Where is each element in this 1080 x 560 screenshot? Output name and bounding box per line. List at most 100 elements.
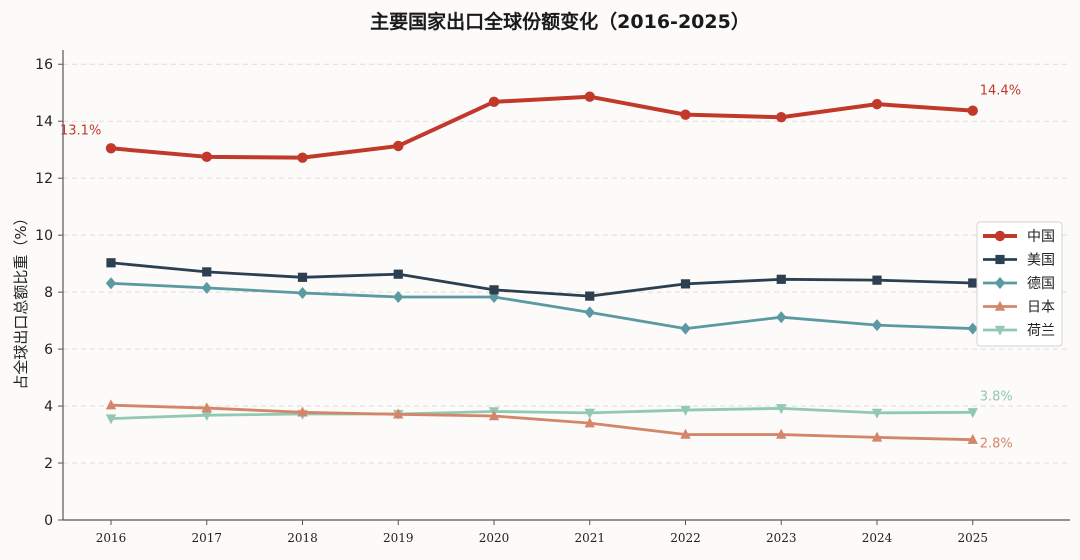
series-1: [106, 258, 978, 301]
legend-swatch-marker: [994, 230, 1006, 242]
data-point: [967, 105, 978, 116]
data-point: [201, 410, 212, 421]
series-line: [109, 406, 975, 420]
series-4: [105, 404, 978, 425]
legend-item: 美国: [983, 253, 1055, 269]
x-tick-label: 2025: [957, 531, 988, 545]
data-point: [871, 431, 883, 442]
data-point: [393, 269, 403, 279]
legend-swatch-marker: [995, 254, 1005, 265]
series-line: [109, 281, 975, 330]
data-point: [201, 281, 212, 294]
x-tick-label: 2023: [766, 531, 797, 545]
x-tick-label: 2019: [383, 531, 414, 545]
data-point: [105, 143, 117, 154]
series-line: [109, 94, 975, 160]
data-point: [680, 279, 691, 289]
grid-layer: [63, 63, 1070, 464]
data-point: [776, 112, 787, 123]
series-line: [109, 403, 975, 442]
legend-item: 日本: [983, 300, 1055, 316]
y-tick-label: 14: [35, 114, 53, 130]
legend-label: 日本: [1027, 300, 1055, 316]
chart-title: 主要国家出口全球份额变化（2016-2025）: [370, 10, 750, 33]
data-point: [584, 306, 595, 319]
data-point: [488, 96, 500, 108]
x-tick-label: 2021: [574, 531, 605, 545]
y-tick-label: 0: [44, 513, 53, 529]
data-point: [968, 278, 978, 288]
data-point: [105, 399, 117, 410]
data-point: [393, 290, 404, 303]
data-point: [776, 404, 787, 415]
axes-layer: 0 2 4 6 8 10 12 14 16 2016 2017 2018 2019 2020 2021 202…: [35, 50, 1070, 545]
data-point: [871, 408, 883, 419]
legend-label: 德国: [1027, 276, 1055, 292]
legend-box: [976, 221, 1063, 347]
data-point: [201, 151, 212, 163]
data-point: [680, 405, 691, 416]
data-point: [106, 258, 116, 268]
data-point: [680, 322, 691, 335]
x-tick-label: 2020: [479, 531, 510, 545]
legend-item: 荷兰: [983, 323, 1055, 339]
data-point: [201, 402, 212, 413]
data-point: [297, 286, 308, 299]
legend-item: 中国: [983, 229, 1055, 245]
data-point: [393, 408, 404, 419]
legend-label: 美国: [1027, 253, 1055, 269]
series-line: [109, 261, 975, 298]
legend-label: 荷兰: [1027, 323, 1055, 339]
annotation-label: 14.4%: [980, 84, 1021, 99]
data-point: [488, 410, 500, 421]
y-tick-label: 16: [35, 57, 53, 73]
annotation-label: 13.1%: [60, 123, 101, 138]
data-point: [871, 98, 883, 110]
data-point: [585, 291, 595, 301]
y-tick-label: 2: [44, 456, 53, 472]
data-point: [871, 319, 883, 332]
data-point: [105, 414, 117, 425]
legend-swatch-marker: [994, 325, 1006, 336]
y-tick-label: 6: [44, 342, 53, 358]
data-point: [584, 408, 595, 419]
y-tick-label: 12: [35, 171, 53, 187]
series-3: [105, 399, 978, 444]
data-point: [776, 274, 786, 284]
data-point: [297, 406, 308, 417]
y-tick-label: 4: [44, 399, 53, 415]
data-point: [489, 285, 499, 295]
data-point: [680, 428, 691, 439]
x-tick-label: 2017: [191, 531, 222, 545]
x-tick-label: 2018: [287, 531, 318, 545]
y-tick-label: 8: [44, 285, 53, 301]
legend-label: 中国: [1027, 229, 1055, 245]
data-point: [393, 140, 404, 152]
series-layer: [105, 91, 978, 444]
data-point: [776, 311, 787, 324]
data-point: [967, 322, 978, 335]
y-axis-label: 占全球出口总额比重（%）: [12, 210, 30, 389]
annotation-label: 2.8%: [980, 437, 1013, 452]
x-tick-label: 2016: [96, 531, 127, 545]
data-point: [967, 408, 978, 419]
data-point: [967, 433, 978, 444]
y-tick-label: 10: [35, 228, 53, 244]
data-point: [105, 277, 117, 290]
annotation-label: 3.8%: [980, 389, 1013, 404]
data-point: [776, 428, 787, 439]
series-0: [105, 91, 978, 163]
data-point: [297, 152, 308, 163]
legend-swatch-marker: [994, 300, 1006, 311]
x-tick-label: 2024: [862, 531, 893, 545]
data-point: [202, 267, 212, 277]
data-point: [584, 417, 595, 428]
legend-item: 德国: [983, 276, 1055, 292]
data-point: [872, 275, 882, 285]
annotation-layer: 13.1% 14.4% 3.8% 2.8%: [60, 84, 1021, 452]
x-tick-label: 2022: [670, 531, 701, 545]
legend-swatch-marker: [994, 277, 1006, 289]
